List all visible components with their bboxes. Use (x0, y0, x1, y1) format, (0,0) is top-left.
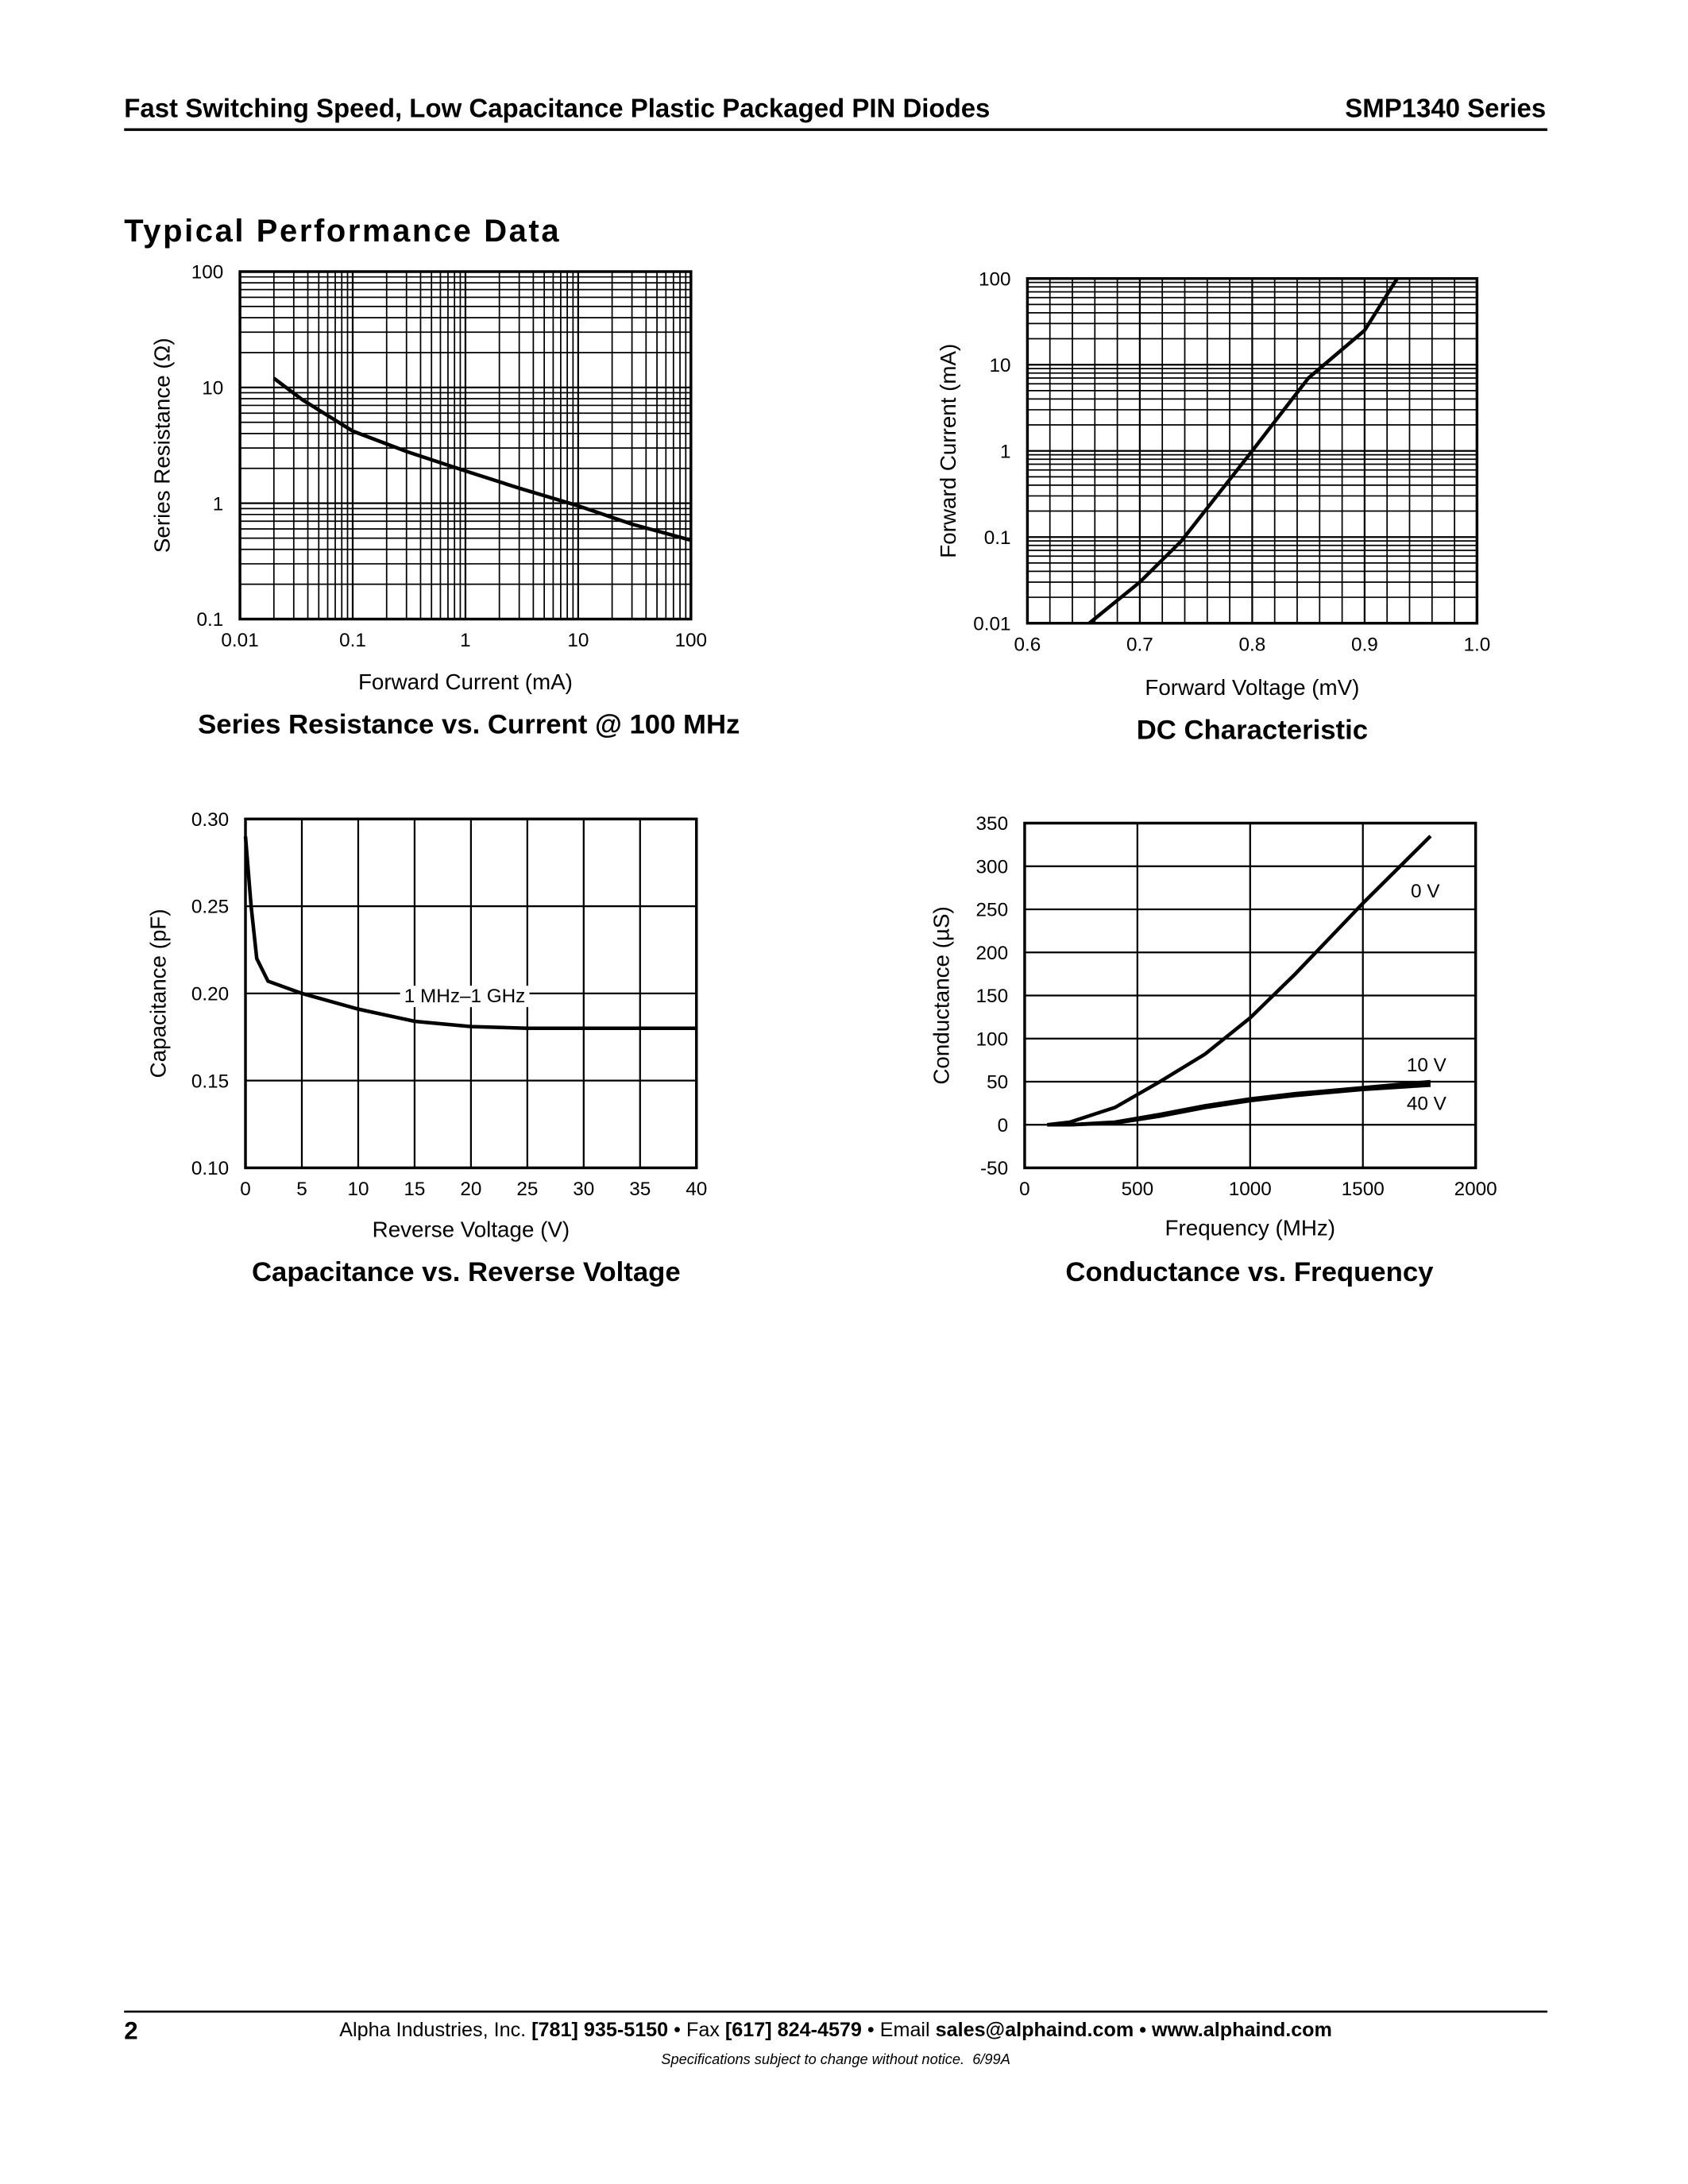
header-series: SMP1340 Series (1345, 94, 1546, 123)
y-axis-label: Capacitance (pF) (145, 909, 170, 1078)
x-tick-label: 1 (460, 630, 471, 651)
x-tick-label: 0.1 (339, 630, 366, 651)
plot-frame (1026, 276, 1479, 625)
y-tick-label: 250 (976, 900, 1009, 921)
chart-title: Series Resistance vs. Current @ 100 MHz (198, 710, 740, 740)
y-tick-label: 100 (979, 268, 1011, 290)
x-tick-label: 10 (347, 1179, 369, 1200)
x-tick-label: 1500 (1342, 1179, 1385, 1200)
x-axis-label: Reverse Voltage (V) (373, 1217, 570, 1241)
annotation: 1 MHz–1 GHz (404, 986, 526, 1007)
curve (243, 836, 697, 1031)
y-axis-label: Forward Current (mA) (936, 344, 960, 558)
contact-part: [617] 824-4579 (725, 2019, 862, 2041)
x-tick-label: 15 (404, 1179, 425, 1200)
x-tick-label: 5 (296, 1179, 307, 1200)
y-tick-label: 0.30 (191, 809, 229, 831)
section-title: Typical Performance Data (124, 214, 561, 249)
series-label: 0 V (1411, 881, 1440, 902)
y-tick-label: 0.1 (984, 527, 1011, 549)
curve (1047, 835, 1432, 1127)
curve (1047, 1083, 1431, 1127)
x-tick-label: 100 (675, 630, 708, 651)
annotation-bg (400, 986, 530, 1008)
y-tick-label: 10 (990, 355, 1011, 376)
contact-part: • Email (862, 2019, 936, 2041)
series-label: 40 V (1407, 1094, 1447, 1115)
y-tick-label: 200 (976, 943, 1009, 964)
y-tick-label: 1 (213, 493, 224, 515)
y-tick-label: 100 (191, 262, 224, 284)
y-tick-label: 0.10 (191, 1158, 229, 1179)
y-tick-label: -50 (980, 1158, 1008, 1179)
x-tick-label: 500 (1122, 1179, 1154, 1200)
contact-part: Alpha Industries, Inc. (339, 2019, 531, 2041)
x-tick-label: 10 (567, 630, 589, 651)
y-tick-label: 0.1 (196, 609, 223, 631)
chart-title: Conductance vs. Frequency (1065, 1257, 1434, 1287)
header-title: Fast Switching Speed, Low Capacitance Pl… (124, 94, 990, 123)
y-tick-label: 150 (976, 986, 1009, 1007)
x-axis-label: Frequency (MHz) (1165, 1216, 1335, 1241)
x-tick-label: 0 (240, 1179, 251, 1200)
curve (272, 376, 692, 542)
contact-part: sales@alphaind.com • www.alphaind.com (936, 2019, 1332, 2041)
contact-part: • Fax (668, 2019, 725, 2041)
y-tick-label: 100 (976, 1028, 1009, 1050)
y-tick-label: 0.15 (191, 1071, 229, 1092)
x-tick-label: 25 (516, 1179, 538, 1200)
chart-title: Capacitance vs. Reverse Voltage (252, 1257, 681, 1287)
y-tick-label: 300 (976, 856, 1009, 878)
x-axis-label: Forward Voltage (mV) (1145, 675, 1359, 700)
x-tick-label: 1000 (1229, 1179, 1272, 1200)
y-tick-label: 10 (202, 378, 223, 399)
y-axis-label: Conductance (µS) (929, 906, 953, 1084)
x-tick-label: 2000 (1454, 1179, 1497, 1200)
curve (1087, 277, 1399, 625)
y-tick-label: 0.25 (191, 897, 229, 918)
x-tick-label: 0.8 (1238, 634, 1265, 655)
y-axis-label: Series Resistance (Ω) (150, 338, 175, 553)
plot-frame (244, 817, 698, 1170)
x-tick-label: 0.6 (1014, 634, 1041, 655)
series-label: 10 V (1407, 1055, 1447, 1076)
footer-contact: Alpha Industries, Inc. [781] 935-5150 • … (339, 2019, 1332, 2041)
footer-note: Specifications subject to change without… (661, 2051, 1010, 2067)
x-tick-label: 0.7 (1126, 634, 1153, 655)
plot-frame (238, 270, 693, 621)
contact-part: [781] 935-5150 (531, 2019, 668, 2041)
y-tick-label: 50 (987, 1072, 1008, 1094)
y-tick-label: 0 (998, 1115, 1009, 1136)
x-tick-label: 40 (686, 1179, 707, 1200)
x-tick-label: 35 (629, 1179, 651, 1200)
x-axis-label: Forward Current (mA) (358, 669, 573, 694)
y-tick-label: 0.01 (973, 613, 1010, 635)
page-number: 2 (124, 2017, 137, 2045)
plot-frame (1023, 821, 1477, 1170)
x-tick-label: 0.01 (221, 630, 258, 651)
x-tick-label: 30 (573, 1179, 594, 1200)
x-tick-label: 0.9 (1351, 634, 1378, 655)
y-tick-label: 350 (976, 813, 1009, 835)
x-tick-label: 20 (460, 1179, 481, 1200)
y-tick-label: 0.20 (191, 984, 229, 1005)
x-tick-label: 0 (1019, 1179, 1030, 1200)
x-tick-label: 1.0 (1463, 634, 1490, 655)
y-tick-label: 1 (1000, 441, 1011, 462)
chart-title: DC Characteristic (1137, 716, 1368, 746)
